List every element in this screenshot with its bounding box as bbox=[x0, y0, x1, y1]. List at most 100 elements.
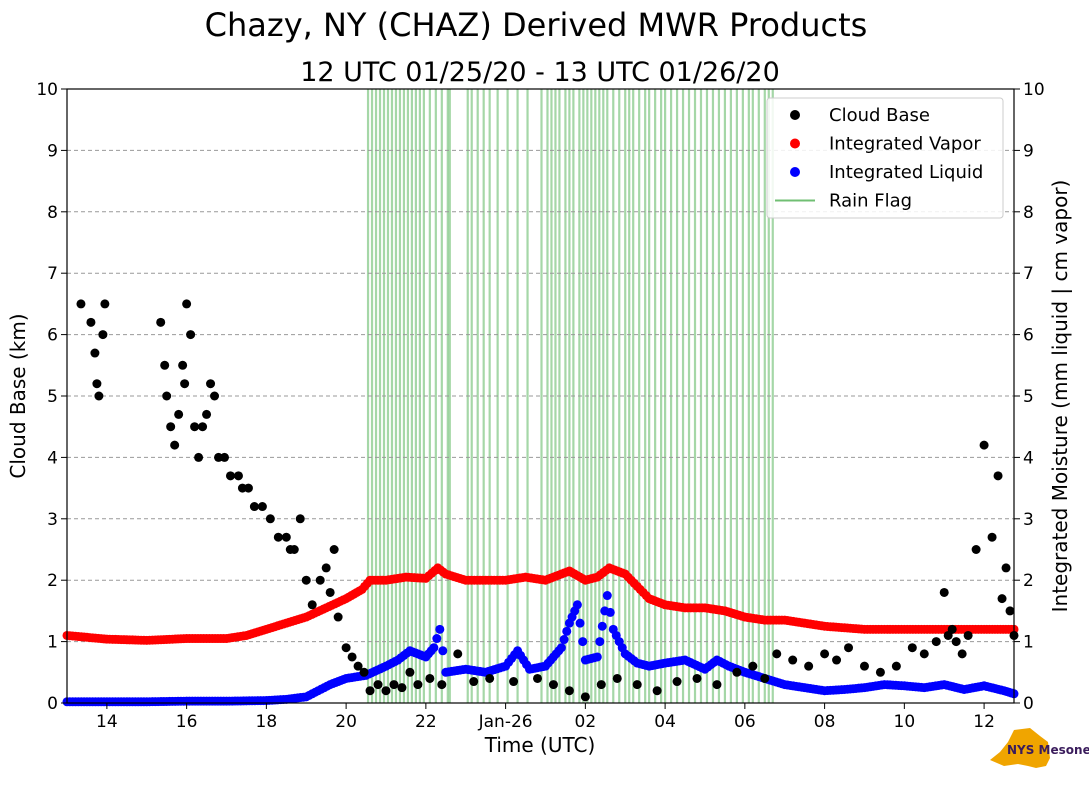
data-point bbox=[772, 649, 782, 659]
data-point bbox=[632, 680, 642, 690]
y-axis-right-label: Integrated Moisture (mm liquid | cm vapo… bbox=[1048, 180, 1072, 613]
x-tick-label: 22 bbox=[415, 712, 437, 732]
data-point bbox=[437, 680, 447, 690]
data-point bbox=[301, 575, 311, 585]
data-point bbox=[220, 452, 230, 462]
data-point bbox=[210, 391, 220, 401]
data-point bbox=[963, 630, 973, 640]
data-point bbox=[92, 379, 102, 389]
data-point bbox=[891, 661, 901, 671]
rain-flag-layer bbox=[366, 89, 774, 703]
y-axis-left-ticks: 0 1 2 3 4 5 6 7 8 9 10 bbox=[36, 80, 67, 714]
data-point bbox=[249, 502, 259, 512]
data-point bbox=[365, 686, 375, 696]
data-point bbox=[692, 673, 702, 683]
data-point bbox=[182, 299, 192, 309]
data-point bbox=[875, 667, 885, 677]
data-point bbox=[202, 409, 212, 419]
x-tick-label: 02 bbox=[575, 712, 597, 732]
data-point bbox=[712, 680, 722, 690]
data-point bbox=[397, 683, 407, 693]
data-point bbox=[760, 673, 770, 683]
data-point bbox=[315, 575, 325, 585]
data-point bbox=[190, 422, 200, 432]
integrated-liquid-series bbox=[62, 591, 1019, 707]
data-point bbox=[206, 379, 216, 389]
legend-label: Rain Flag bbox=[829, 191, 912, 212]
data-point bbox=[575, 618, 585, 628]
data-point bbox=[859, 661, 869, 671]
data-point bbox=[592, 652, 602, 662]
data-point bbox=[1005, 606, 1015, 616]
legend-swatch bbox=[790, 110, 800, 120]
y-left-tick-label: 7 bbox=[47, 264, 58, 284]
data-point bbox=[353, 661, 363, 671]
data-point bbox=[1001, 563, 1011, 573]
x-tick-label: 10 bbox=[894, 712, 916, 732]
y-left-tick-label: 10 bbox=[36, 80, 58, 100]
y-right-tick-label: 1 bbox=[1023, 633, 1034, 653]
data-point bbox=[572, 600, 582, 610]
y-axis-right-ticks: 0 1 2 3 4 5 6 7 8 9 10 bbox=[1014, 80, 1045, 714]
data-point bbox=[94, 391, 104, 401]
data-point bbox=[562, 626, 572, 636]
data-point bbox=[347, 652, 357, 662]
data-point bbox=[947, 624, 957, 634]
data-point bbox=[333, 612, 343, 622]
data-point bbox=[951, 637, 961, 647]
data-point bbox=[166, 422, 176, 432]
legend-box bbox=[766, 97, 1004, 219]
y-right-tick-label: 2 bbox=[1023, 571, 1034, 591]
chart-subtitle: 12 UTC 01/25/20 - 13 UTC 01/26/20 bbox=[300, 57, 780, 88]
data-point bbox=[919, 649, 929, 659]
data-point bbox=[425, 673, 435, 683]
data-point bbox=[997, 594, 1007, 604]
data-point bbox=[156, 317, 166, 327]
data-point bbox=[832, 655, 842, 665]
data-point bbox=[178, 360, 188, 370]
data-point bbox=[469, 677, 479, 687]
data-point bbox=[373, 680, 383, 690]
data-point bbox=[413, 680, 423, 690]
y-left-tick-label: 3 bbox=[47, 510, 58, 530]
data-point bbox=[931, 637, 941, 647]
data-point bbox=[533, 673, 543, 683]
cloud-base-series bbox=[76, 299, 1019, 702]
x-tick-label: 20 bbox=[335, 712, 357, 732]
y-right-tick-label: 10 bbox=[1023, 80, 1045, 100]
data-point bbox=[194, 452, 204, 462]
data-point bbox=[788, 655, 798, 665]
data-point bbox=[307, 600, 317, 610]
x-tick-label: Jan-26 bbox=[478, 712, 533, 732]
chart-title: Chazy, NY (CHAZ) Derived MWR Products bbox=[205, 6, 868, 44]
data-point bbox=[979, 440, 989, 450]
new-york-state-icon bbox=[990, 728, 1050, 768]
y-axis-left-label: Cloud Base (km) bbox=[6, 313, 30, 478]
data-point bbox=[748, 661, 758, 671]
data-point bbox=[732, 667, 742, 677]
data-point bbox=[580, 692, 590, 702]
data-point bbox=[389, 680, 399, 690]
data-point bbox=[162, 391, 172, 401]
data-point bbox=[844, 643, 854, 653]
x-axis-label: Time (UTC) bbox=[484, 733, 596, 757]
data-point bbox=[329, 545, 339, 554]
legend-label: Integrated Liquid bbox=[829, 162, 983, 183]
data-point bbox=[509, 677, 519, 687]
y-left-tick-label: 9 bbox=[47, 141, 58, 161]
y-left-tick-label: 6 bbox=[47, 326, 58, 346]
data-point bbox=[341, 643, 351, 653]
y-right-tick-label: 3 bbox=[1023, 510, 1034, 530]
data-point bbox=[820, 649, 830, 659]
data-point bbox=[612, 673, 622, 683]
data-point bbox=[381, 686, 391, 696]
legend-label: Integrated Vapor bbox=[829, 134, 981, 155]
data-point bbox=[652, 686, 662, 696]
y-left-tick-label: 0 bbox=[47, 694, 58, 714]
data-point bbox=[605, 607, 615, 617]
y-left-tick-label: 1 bbox=[47, 633, 58, 653]
x-tick-label: 14 bbox=[96, 712, 118, 732]
data-point bbox=[76, 299, 86, 309]
data-point bbox=[595, 637, 605, 647]
